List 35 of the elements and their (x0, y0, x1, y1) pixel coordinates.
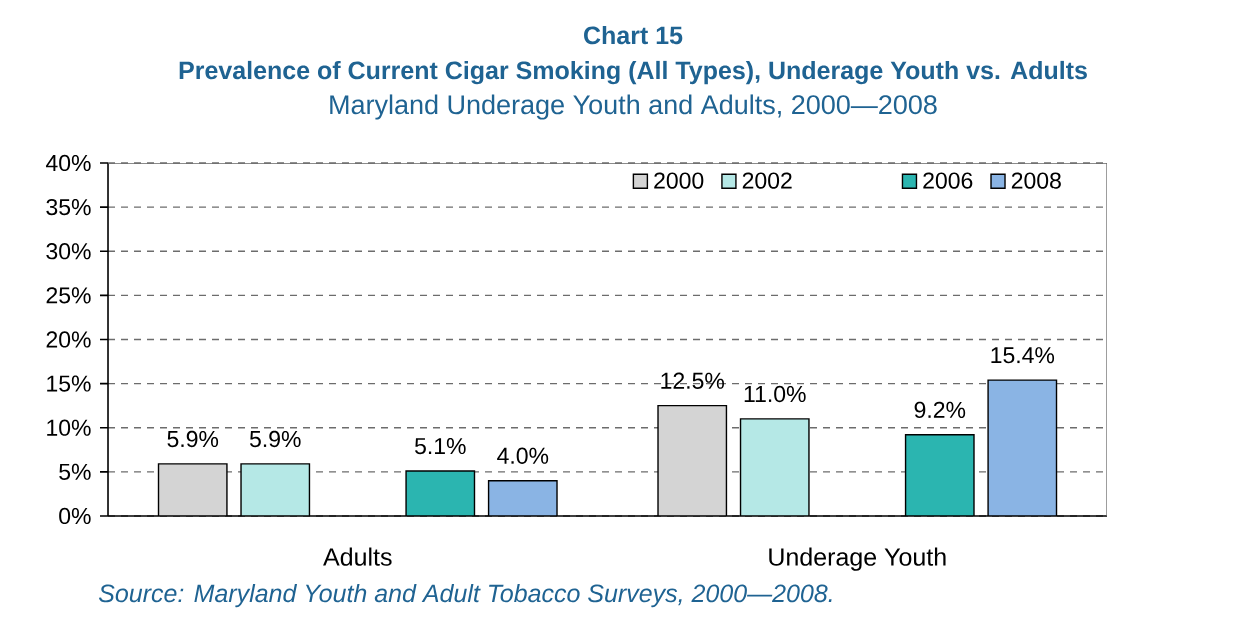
legend-label: 2006 (923, 172, 973, 189)
data-label: 15.4% (991, 347, 1055, 364)
data-label: 5.9% (249, 430, 301, 448)
y-tick-label: 10% (47, 419, 91, 436)
caption: Chart 15 (584, 25, 683, 45)
data-label: 11.0% (744, 385, 806, 403)
y-tick-label: 20% (46, 331, 91, 348)
y-tick-label: 30% (46, 243, 91, 260)
x-tick-label: Adults (323, 547, 392, 566)
bar (904, 434, 975, 516)
data-label: 9.2% (914, 401, 966, 419)
y-tick-label: 0% (59, 507, 91, 525)
bar (488, 480, 558, 516)
bar (987, 379, 1058, 516)
bar (406, 470, 475, 516)
legend-label: 2008 (1011, 172, 1061, 189)
data-label: 5.1% (414, 438, 466, 455)
chart-title: Prevalence of Current Cigar Smoking (All Types), Underage Youth vs. Adults (179, 60, 1087, 85)
legend-label: 2000 (654, 172, 704, 189)
y-tick-label: 35% (46, 198, 91, 216)
legend-label: 2002 (742, 172, 792, 189)
data-label: 4.0% (497, 447, 549, 464)
bar (657, 404, 728, 516)
y-tick-label: 25% (46, 287, 91, 304)
x-tick-label: Underage Youth (769, 547, 946, 571)
y-tick-label: 40% (45, 154, 91, 172)
chart-subtitle: Maryland Underage Youth and Adults, 2000—2008 (330, 94, 937, 120)
bar (158, 463, 227, 516)
data-label: 5.9% (167, 430, 219, 448)
y-tick-label: 15% (47, 375, 91, 392)
bar (241, 463, 310, 516)
y-tick-label: 5% (59, 463, 91, 480)
data-label: 12.5% (661, 372, 724, 389)
bar (739, 418, 810, 516)
source-note: Source: Maryland Youth and Adult Tobacco Surveys, 2000—2008. (98, 583, 832, 608)
